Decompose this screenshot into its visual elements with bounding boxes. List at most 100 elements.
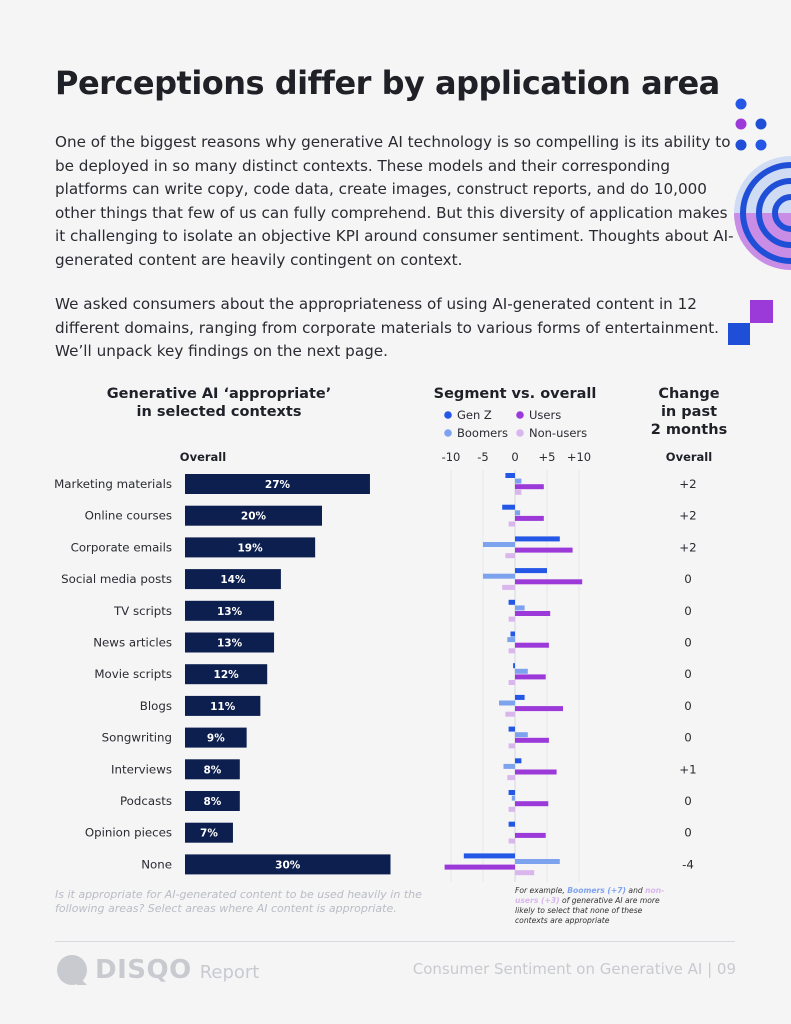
change-value: 0: [684, 794, 692, 808]
overall-bar-label: 12%: [214, 669, 240, 681]
change-value: 0: [684, 667, 692, 681]
segment-bar-non-users: [505, 553, 515, 559]
overall-bar-label: 19%: [238, 542, 264, 554]
overall-bar: [185, 505, 322, 526]
category-label: Opinion pieces: [85, 826, 172, 840]
segment-bar-boomers: [515, 478, 522, 484]
disqo-logo-icon: [57, 955, 87, 985]
example-annotation: For example, Boomers (+7) and non-users …: [515, 886, 665, 926]
segment-bar-gen-z: [515, 568, 547, 574]
change-column-label: Overall: [666, 450, 712, 464]
square-icon: [750, 300, 773, 323]
segment-bar-boomers: [499, 700, 515, 706]
overall-bar-label: 13%: [217, 638, 243, 650]
segment-bar-users: [515, 547, 573, 553]
change-value: 0: [684, 604, 692, 618]
overall-bar-label: 8%: [203, 764, 221, 776]
segment-bar-gen-z: [515, 758, 522, 764]
segment-bar-users: [515, 642, 549, 648]
overall-bar-label: 13%: [217, 606, 243, 618]
segment-bar-non-users: [502, 584, 515, 590]
segment-bar-gen-z: [508, 726, 515, 732]
legend-label: Users: [529, 408, 561, 422]
legend-marker: [516, 429, 524, 437]
legend-label: Boomers: [457, 426, 508, 440]
segment-bar-users: [515, 674, 546, 680]
square-icon: [728, 323, 750, 345]
dot-icon: [735, 98, 747, 110]
segment-bar-gen-z: [515, 694, 525, 700]
overall-bar-label: 7%: [200, 828, 218, 840]
segment-bar-boomers: [483, 573, 515, 579]
segment-bar-gen-z: [505, 473, 515, 478]
segment-bar-gen-z: [508, 599, 515, 605]
segment-bar-non-users: [508, 743, 515, 749]
method-paragraph: We asked consumers about the appropriate…: [55, 295, 719, 360]
segment-bar-users: [515, 706, 563, 712]
segment-bar-boomers: [483, 542, 515, 547]
overall-bar: [185, 759, 240, 780]
segment-bar-boomers: [507, 637, 515, 643]
segment-bar-non-users: [515, 870, 535, 876]
legend-label: Gen Z: [457, 408, 492, 422]
change-value: +1: [679, 762, 696, 776]
overall-bar-label: 9%: [207, 733, 225, 745]
x-tick-label: -10: [442, 450, 461, 464]
category-label: Online courses: [85, 509, 172, 523]
x-tick-label: -5: [477, 450, 488, 464]
annotation-suffix: of generative AI are more likely to sele…: [515, 896, 660, 925]
page-title: Perceptions differ by application area: [55, 64, 720, 102]
overall-bar: [185, 600, 275, 621]
segment-bar-boomers: [515, 732, 528, 738]
overall-chart-title-line1: Generative AI ‘appropriate’: [107, 386, 331, 402]
segment-bar-non-users: [508, 521, 515, 527]
intro-paragraph: One of the biggest reasons why generativ…: [55, 133, 734, 269]
segment-bar-non-users: [508, 616, 515, 622]
change-title-line3: 2 months: [651, 422, 727, 438]
legend-label: Non-users: [529, 426, 587, 440]
segment-legend: Gen Z Users Boomers Non-users: [444, 408, 587, 440]
segment-bar-non-users: [505, 711, 515, 717]
overall-bar: [185, 854, 391, 875]
segment-bar-users: [515, 737, 549, 743]
segment-bar-users: [515, 611, 551, 616]
category-label: News articles: [93, 636, 172, 650]
category-label: Marketing materials: [54, 477, 172, 491]
brand-wordmark: DISQO: [95, 955, 192, 985]
change-value: 0: [684, 699, 692, 713]
segment-bar-gen-z: [513, 663, 515, 669]
change-value: 0: [684, 731, 692, 745]
segment-bar-users: [444, 864, 515, 870]
dot-icon: [755, 118, 767, 130]
segment-bar-non-users: [508, 680, 515, 685]
category-label: Movie scripts: [94, 667, 172, 681]
category-label: Corporate emails: [71, 540, 172, 554]
brand-report-label: Report: [199, 961, 260, 983]
segment-bar-boomers: [515, 510, 521, 516]
segment-bar-non-users: [508, 838, 515, 844]
x-tick-label: +5: [539, 450, 556, 464]
segment-bar-non-users: [508, 806, 515, 812]
annotation-boomers: Boomers (+7): [567, 886, 626, 895]
footer-divider: [55, 941, 735, 942]
legend-marker: [444, 411, 452, 419]
segment-bar-boomers: [515, 668, 528, 674]
segment-bar-non-users: [515, 489, 522, 495]
category-label: Podcasts: [120, 794, 172, 808]
legend-marker: [444, 429, 452, 437]
annotation-prefix: For example,: [515, 886, 565, 895]
x-tick-label: +10: [567, 450, 591, 464]
footer-logo: DISQO Report: [55, 952, 259, 988]
segment-bar-users: [515, 579, 583, 585]
segment-bar-users: [515, 769, 557, 775]
change-value: +2: [679, 509, 696, 523]
overall-bar: [185, 822, 233, 843]
segment-bar-gen-z: [510, 631, 515, 637]
segment-bar-boomers: [503, 763, 515, 769]
segment-bar-gen-z: [515, 536, 560, 542]
category-label: Blogs: [140, 699, 172, 713]
category-label: Interviews: [111, 762, 172, 776]
legend-marker: [516, 411, 524, 419]
segment-bar-non-users: [507, 775, 515, 781]
segment-bar-users: [515, 515, 544, 521]
